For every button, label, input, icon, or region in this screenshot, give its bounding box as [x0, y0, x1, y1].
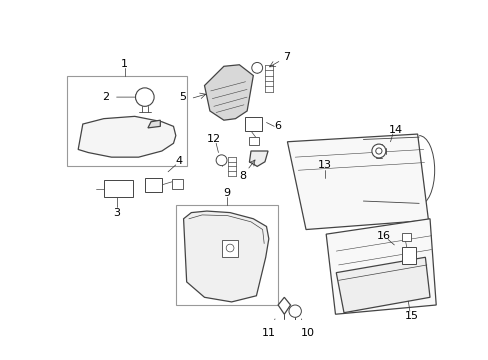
Bar [172, 180, 183, 189]
Circle shape [251, 62, 262, 73]
Bar [103, 180, 133, 197]
Circle shape [371, 144, 385, 158]
Polygon shape [183, 211, 268, 302]
Circle shape [226, 244, 233, 252]
Bar [244, 117, 261, 131]
Circle shape [135, 88, 154, 106]
Bar [401, 247, 415, 264]
Bar [67, 76, 187, 166]
Polygon shape [336, 257, 429, 313]
Text: 13: 13 [317, 160, 331, 170]
Polygon shape [148, 120, 160, 128]
Text: 7: 7 [283, 52, 289, 62]
Text: 1: 1 [121, 59, 128, 69]
Polygon shape [325, 219, 435, 314]
Text: 16: 16 [377, 231, 390, 241]
Text: 15: 15 [405, 311, 418, 321]
Bar [401, 233, 410, 241]
Circle shape [216, 155, 226, 166]
Polygon shape [78, 116, 176, 157]
Text: 12: 12 [206, 134, 221, 144]
Text: 8: 8 [239, 171, 246, 181]
Circle shape [375, 148, 381, 154]
Text: 3: 3 [113, 208, 120, 217]
Polygon shape [278, 297, 290, 314]
Polygon shape [249, 151, 267, 166]
Text: 6: 6 [274, 121, 281, 131]
Text: 9: 9 [223, 188, 230, 198]
Text: 14: 14 [388, 125, 402, 135]
Circle shape [288, 305, 301, 317]
Bar [176, 205, 278, 305]
Bar [249, 137, 258, 145]
Text: 2: 2 [102, 92, 109, 102]
Polygon shape [204, 65, 253, 120]
Text: 4: 4 [175, 156, 182, 166]
Text: 10: 10 [300, 328, 314, 338]
Text: 11: 11 [261, 328, 275, 338]
Text: 5: 5 [179, 92, 186, 102]
Polygon shape [287, 134, 427, 230]
Bar [144, 178, 162, 192]
Bar [222, 240, 237, 257]
